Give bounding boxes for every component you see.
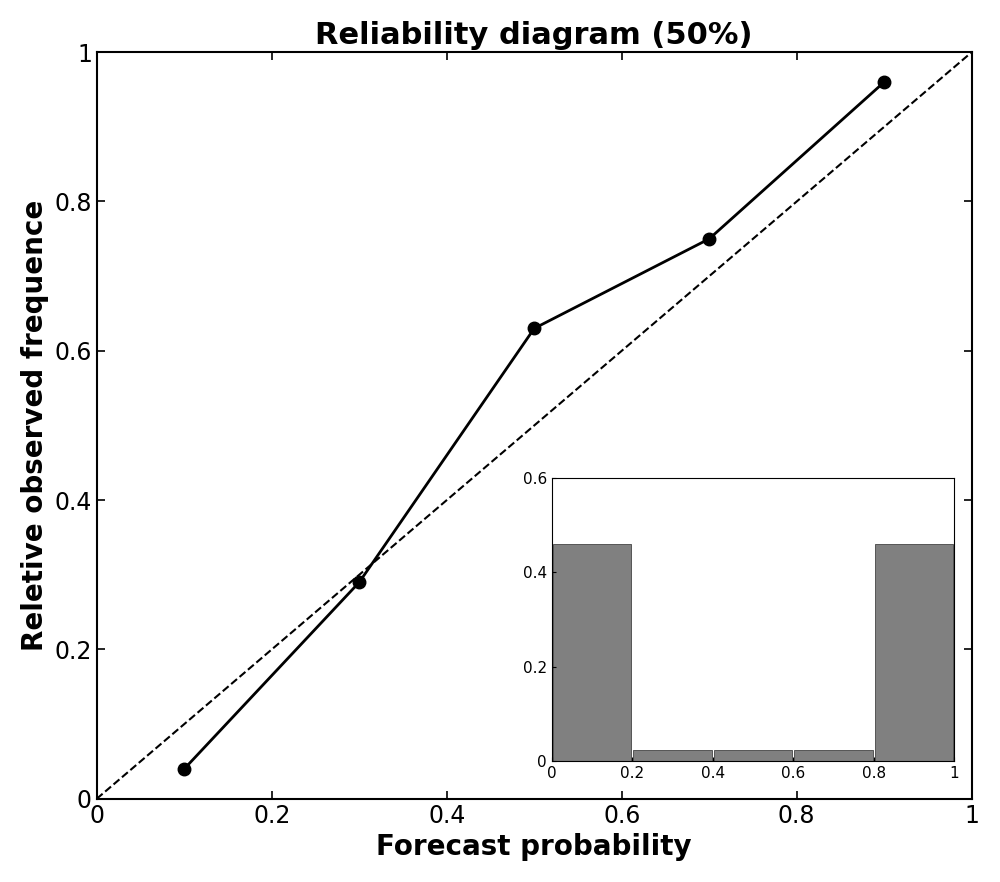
X-axis label: Forecast probability: Forecast probability: [376, 833, 692, 861]
Title: Reliability diagram (50%): Reliability diagram (50%): [315, 21, 753, 50]
Y-axis label: Reletive observed frequence: Reletive observed frequence: [21, 200, 49, 651]
